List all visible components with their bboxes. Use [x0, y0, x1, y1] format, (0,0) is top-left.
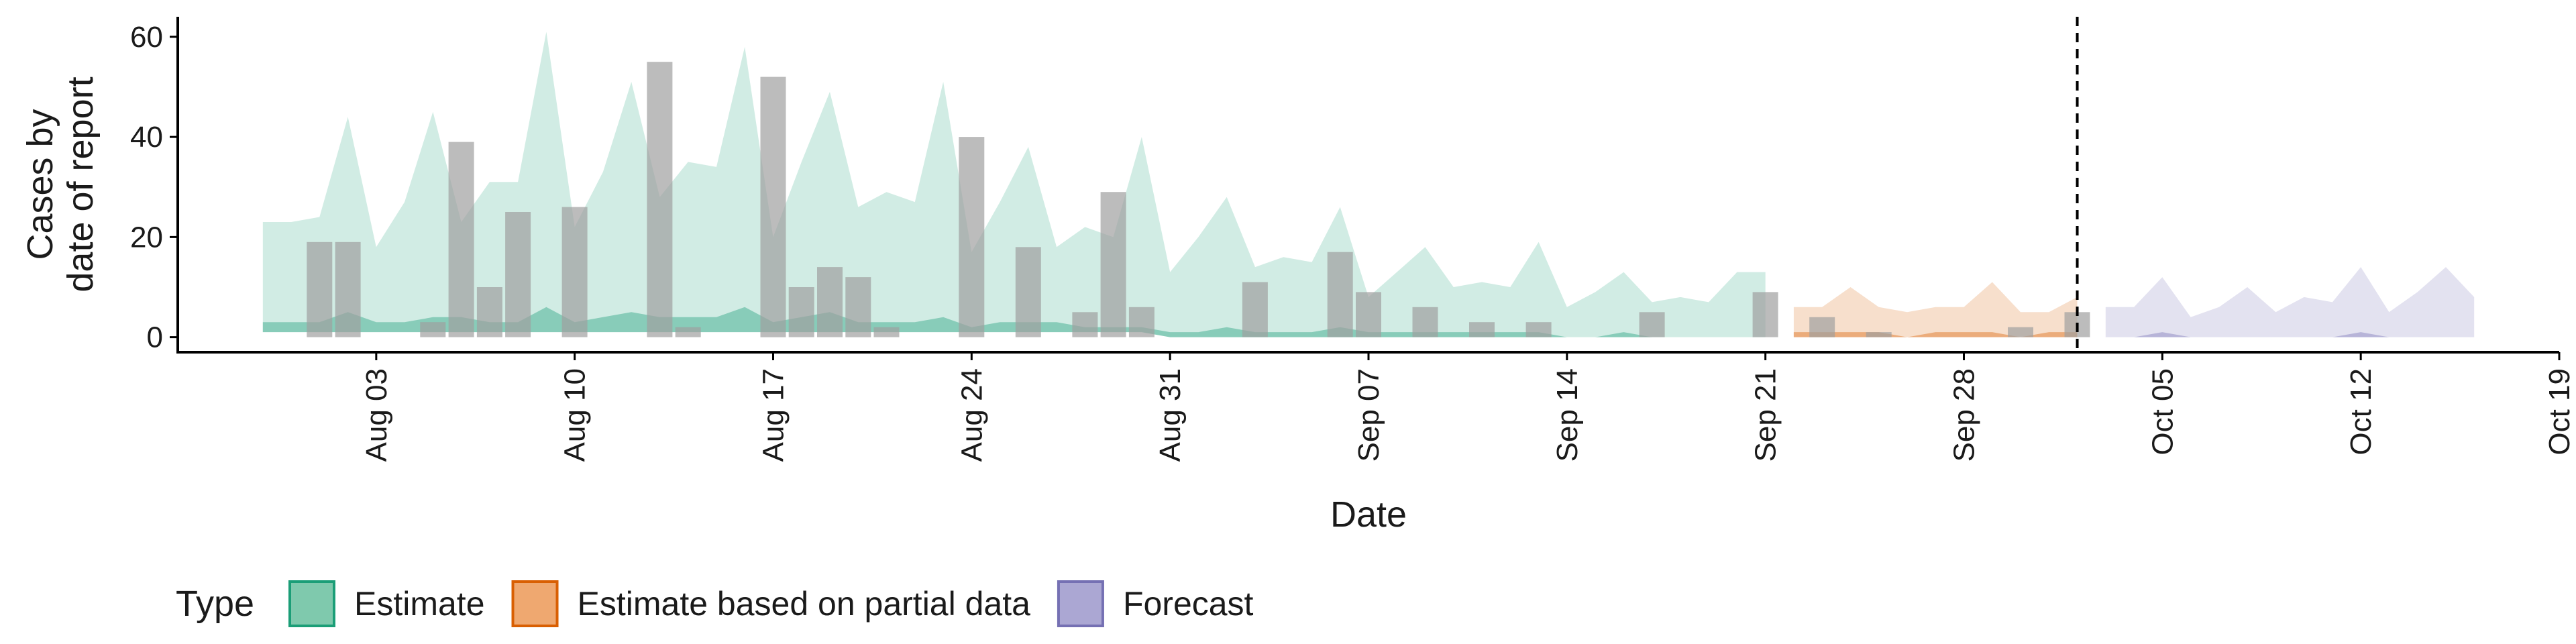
legend-swatch [288, 580, 335, 627]
observed-bar [307, 241, 333, 337]
legend-swatch [511, 580, 559, 627]
legend-swatch [1057, 580, 1104, 627]
observed-bar [476, 287, 502, 337]
observed-bar [845, 277, 871, 337]
x-tick-label: Aug 03 [360, 368, 393, 462]
observed-bar [1469, 322, 1495, 337]
observed-bar [1809, 317, 1835, 337]
observed-bar [561, 207, 588, 337]
x-tick-label: Sep 07 [1352, 368, 1385, 462]
x-tick-label: Aug 31 [1154, 368, 1187, 462]
x-tick-label: Sep 14 [1551, 368, 1584, 462]
x-tick-label: Oct 05 [2146, 368, 2179, 455]
forecast-band-outer [2105, 267, 2475, 337]
observed-bar [817, 267, 843, 337]
observed-bar [788, 287, 814, 337]
x-tick-label: Aug 17 [757, 368, 790, 462]
y-axis-title-line: Cases by [20, 109, 60, 260]
y-tick-label: 60 [130, 21, 163, 54]
observed-bars [307, 62, 2090, 337]
estimate-band-outer [262, 32, 1766, 337]
forecast-band-inner [2105, 332, 2475, 337]
y-tick-label: 0 [147, 321, 163, 354]
legend-label: Estimate [354, 585, 485, 623]
observed-bar [448, 142, 474, 337]
observed-bar [505, 212, 531, 337]
observed-bar [760, 76, 786, 337]
observed-bar [1356, 292, 1381, 337]
observed-bar [1752, 292, 1778, 337]
partial-band-outer [1793, 282, 2078, 337]
observed-bar [675, 327, 701, 337]
x-tick-label: Aug 10 [559, 368, 592, 462]
estimate-band-inner [262, 307, 1766, 337]
observed-bar [873, 327, 900, 337]
x-tick-label: Oct 19 [2543, 368, 2576, 455]
observed-bar [959, 137, 985, 337]
y-axis-title-line: date of report [60, 76, 101, 292]
y-tick-label: 40 [130, 121, 163, 154]
observed-bar [1072, 312, 1098, 337]
legend: Type Estimate Estimate based on partial da… [176, 580, 1254, 627]
observed-bar [1015, 247, 1041, 337]
observed-bar [335, 241, 361, 337]
y-axis-title: Cases bydate of report [20, 76, 101, 292]
x-tick-label: Oct 12 [2345, 368, 2377, 455]
observed-bar [1639, 312, 1665, 337]
estimate-bands [262, 32, 2475, 337]
observed-bar [420, 322, 446, 337]
observed-bar [1866, 332, 1892, 337]
observed-bar [2008, 327, 2033, 337]
observed-bar [1128, 307, 1155, 337]
y-tick-label: 20 [130, 221, 163, 254]
legend-label: Estimate based on partial data [578, 585, 1031, 623]
x-axis-title: Date [1330, 494, 1407, 535]
observed-bar [1327, 252, 1353, 337]
axes: 0 20 40 60 Aug 03 Aug 10 Aug 17 Aug 24 Aug 31 Sep… [20, 17, 2576, 535]
partial-band-inner [1793, 332, 2078, 337]
x-tick-label: Aug 24 [955, 368, 988, 462]
x-tick-label: Sep 28 [1948, 368, 1981, 462]
legend-label: Forecast [1123, 585, 1254, 623]
observed-bar [1242, 282, 1268, 337]
observed-bar [1525, 322, 1552, 337]
x-tick-label: Sep 21 [1750, 368, 1782, 462]
observed-bar [647, 62, 673, 337]
legend-title: Type [176, 584, 254, 624]
observed-bar [1100, 192, 1126, 337]
observed-bar [1412, 307, 1438, 337]
